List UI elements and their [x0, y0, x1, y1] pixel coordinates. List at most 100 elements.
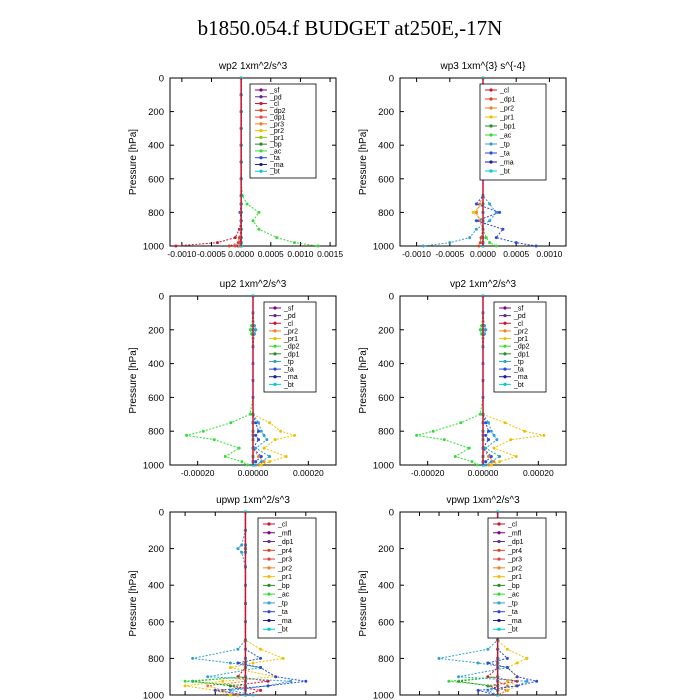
legend-label: _pr2: [269, 128, 284, 135]
legend-label: _tp: [499, 142, 510, 149]
data-point: [515, 675, 519, 679]
data-point: [240, 550, 244, 554]
plot-frame: [169, 77, 337, 247]
legend-label: _cl: [507, 522, 517, 529]
legend-label: _tp: [513, 359, 524, 366]
y-tick-label: 200: [148, 107, 164, 118]
legend-marker: [259, 101, 263, 106]
x-tick-label: 0.00000: [230, 698, 261, 700]
legend-label: _ac: [269, 148, 282, 155]
y-tick-label: 800: [378, 427, 394, 438]
legend-marker: [273, 344, 277, 348]
legend-marker: [503, 321, 507, 325]
y-tick-label: 600: [148, 393, 164, 404]
legend-marker: [273, 367, 277, 371]
data-point: [488, 219, 492, 223]
data-point: [259, 463, 263, 467]
legend-marker: [503, 352, 507, 356]
data-point: [505, 679, 509, 683]
legend-marker: [259, 162, 263, 167]
legend-marker: [259, 169, 263, 173]
data-point: [268, 421, 272, 425]
data-point: [257, 421, 261, 425]
data-point: [505, 688, 509, 692]
legend-label: _pr3: [277, 557, 292, 564]
legend-marker: [267, 610, 271, 614]
y-tick-label: 400: [378, 141, 394, 152]
y-axis-label: Pressure [hPa]: [358, 570, 369, 636]
series-line: [175, 78, 242, 247]
y-tick-label: 1000: [373, 691, 394, 700]
data-point: [468, 236, 472, 240]
legend-label: _dp2: [283, 344, 300, 351]
data-point: [478, 412, 482, 416]
legend-marker: [267, 575, 271, 579]
legend-label: _cl: [513, 321, 523, 328]
data-point: [494, 236, 498, 240]
y-tick-label: 0: [389, 292, 394, 303]
legend-marker: [503, 375, 507, 379]
data-point: [251, 661, 255, 665]
data-point: [174, 244, 178, 248]
legend-label: _tp: [283, 359, 294, 366]
legend-label: _mfl: [507, 530, 522, 537]
legend-label: _cl: [269, 101, 279, 108]
legend-marker: [489, 151, 493, 155]
x-tick-label: -0.00002: [461, 698, 495, 700]
data-point: [293, 241, 296, 245]
data-point: [489, 460, 493, 464]
data-point: [476, 661, 480, 665]
legend-label: _ac: [277, 592, 290, 599]
panel-title: wp2 1xm^2/s^3: [218, 61, 288, 72]
y-tick-label: 0: [389, 508, 394, 519]
data-point: [257, 463, 261, 467]
data-point: [229, 421, 233, 425]
legend-marker: [273, 314, 277, 318]
legend-label: _sf: [269, 88, 279, 95]
legend-marker: [489, 142, 493, 146]
data-point: [515, 684, 519, 688]
y-tick-label: 200: [148, 544, 164, 555]
legend-marker: [267, 627, 271, 631]
data-point: [459, 421, 463, 425]
legend-marker: [273, 352, 277, 356]
data-point: [487, 429, 491, 433]
data-point: [185, 433, 189, 437]
y-axis-label: Pressure [hPa]: [358, 129, 369, 195]
legend-label: _bp: [269, 142, 282, 149]
y-tick-label: 200: [148, 325, 164, 336]
panel-2: wp3 1xm^{3} s^{-4} Pressure [hPa] 0 200 400 6…: [358, 61, 567, 259]
legend-marker: [273, 382, 277, 386]
panel-title: up2 1xm^2/s^3: [220, 279, 287, 290]
legend-label: _pr1: [277, 574, 292, 581]
data-point: [484, 433, 488, 437]
data-point: [484, 460, 488, 464]
data-point: [248, 328, 252, 332]
legend-label: _bt: [277, 627, 288, 634]
data-point: [487, 463, 491, 467]
data-point: [228, 666, 232, 670]
legend-marker: [259, 115, 263, 119]
data-point: [266, 679, 270, 683]
legend-label: _pd: [513, 313, 526, 320]
data-point: [498, 455, 502, 459]
data-point: [489, 463, 493, 467]
data-point: [206, 684, 210, 688]
data-point: [487, 438, 491, 442]
data-point: [257, 227, 261, 231]
series-ac: [183, 510, 247, 697]
data-point: [251, 219, 255, 223]
data-point: [233, 244, 237, 248]
data-point: [535, 679, 539, 683]
data-point: [223, 455, 227, 459]
data-point: [476, 688, 480, 692]
legend-marker: [497, 548, 501, 552]
data-point: [259, 429, 263, 433]
x-tick-label: -0.00020: [411, 468, 445, 478]
legend: _cl_mfl _dp1 _pr4 _pr3_pr2 _pr1 _bp _ac_tp _ta _…: [487, 517, 547, 639]
x-tick-label: -0.0005: [435, 249, 464, 259]
y-tick-label: 800: [378, 654, 394, 665]
y-tick-label: 200: [378, 107, 394, 118]
legend-label: _pr2: [499, 106, 514, 113]
y-tick-label: 600: [378, 174, 394, 185]
